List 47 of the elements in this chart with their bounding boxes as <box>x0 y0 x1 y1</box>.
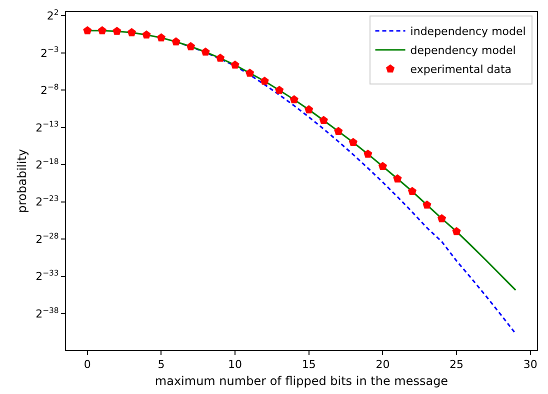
point <box>319 116 328 124</box>
x-tick-label: 20 <box>376 358 390 372</box>
legend-label: independency model <box>410 25 526 38</box>
point <box>230 60 240 69</box>
y-tick-label: 2$^{−8}$ <box>40 82 59 98</box>
point <box>127 28 136 36</box>
point <box>408 186 417 195</box>
point <box>290 95 298 104</box>
y-tick-label: 2$^{−28}$ <box>36 231 59 246</box>
point <box>246 68 254 77</box>
point <box>172 37 180 46</box>
point <box>83 26 92 34</box>
x-tick-label: 10 <box>228 358 242 372</box>
point <box>186 42 196 50</box>
point <box>422 200 432 209</box>
y-tick-label: 2$^{−13}$ <box>36 120 59 134</box>
y-tick-label: 2$^{−38}$ <box>36 306 59 320</box>
x-tick-label: 25 <box>450 358 464 372</box>
point <box>201 47 210 56</box>
y-tick-label: 2$^{−3}$ <box>40 45 59 60</box>
point <box>112 26 122 35</box>
point <box>156 33 166 42</box>
legend-label: dependency model <box>410 44 516 58</box>
y-tick-label: 2$^{2}$ <box>46 8 59 23</box>
point <box>142 30 151 38</box>
point <box>216 54 225 62</box>
x-tick-label: 5 <box>158 358 165 372</box>
point <box>304 105 314 114</box>
y-tick-label: 2$^{−23}$ <box>36 194 59 209</box>
x-axis-title: maximum number of flipped bits in the message <box>154 374 448 388</box>
point <box>364 150 372 158</box>
x-tick-label: 30 <box>523 358 538 372</box>
point <box>98 26 106 34</box>
point <box>275 86 284 94</box>
point <box>334 126 343 135</box>
x-tick-label: 15 <box>302 358 316 372</box>
y-tick-label: 2$^{−33}$ <box>36 268 59 284</box>
y-tick-label: 2$^{−18}$ <box>36 156 59 172</box>
point <box>452 226 461 236</box>
y-axis-title: probability <box>14 148 29 214</box>
x-tick-label: 0 <box>84 358 91 372</box>
point <box>437 214 446 222</box>
point <box>393 174 402 182</box>
point <box>378 162 387 170</box>
legend-label: experimental data <box>410 63 512 76</box>
point <box>348 138 358 146</box>
point <box>260 76 269 85</box>
